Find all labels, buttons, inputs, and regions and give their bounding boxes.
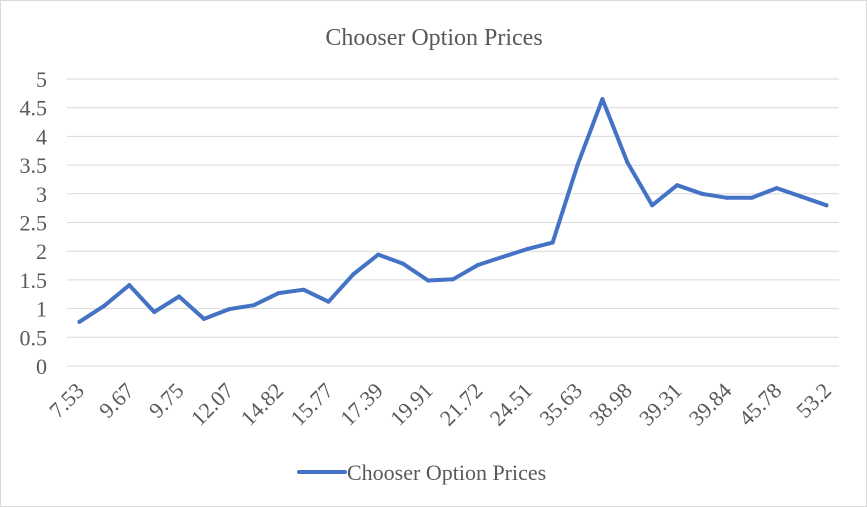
y-tick-label: 1 <box>36 297 47 322</box>
x-tick-label: 9.75 <box>144 378 189 423</box>
data-point <box>177 294 182 299</box>
data-point <box>376 252 381 257</box>
x-axis-tick-labels: 7.53 9.67 9.7512.0714.8215.7717.3919.9121.… <box>44 378 836 431</box>
x-tick-label: 35.63 <box>534 378 587 431</box>
x-tick-label: 15.77 <box>285 378 338 431</box>
data-point <box>102 303 107 308</box>
data-point <box>500 254 505 259</box>
y-tick-label: 4.5 <box>20 96 48 121</box>
y-tick-label: 4 <box>36 124 47 149</box>
data-point <box>675 183 680 188</box>
x-tick-label: 21.72 <box>435 378 488 431</box>
data-point <box>152 310 157 314</box>
y-tick-label: 5 <box>36 67 47 92</box>
x-tick-label: 12.07 <box>186 378 239 431</box>
data-point <box>276 291 281 296</box>
x-tick-label: 39.84 <box>684 378 737 431</box>
data-point <box>774 186 779 191</box>
x-tick-label: 19.91 <box>385 378 438 431</box>
data-point <box>326 299 331 304</box>
data-point <box>301 287 306 292</box>
data-point <box>550 240 555 245</box>
y-tick-label: 2.5 <box>20 211 48 236</box>
chart-title: Chooser Option Prices <box>325 25 542 51</box>
x-tick-label: 39.31 <box>634 378 687 431</box>
y-tick-label: 2 <box>36 239 47 264</box>
x-tick-label: 14.82 <box>236 378 289 431</box>
y-axis-tick-labels: 0 0.5 1 1.5 2 2.5 3 3.5 4 4.5 5 <box>20 67 48 379</box>
data-point <box>475 263 480 267</box>
data-point <box>749 195 754 200</box>
y-tick-label: 0.5 <box>20 325 48 350</box>
data-point <box>251 303 256 308</box>
data-point <box>401 261 406 266</box>
data-point <box>650 203 655 208</box>
legend: Chooser Option Prices <box>297 460 546 485</box>
data-point <box>824 203 829 208</box>
x-tick-label: 24.51 <box>485 378 538 431</box>
data-point <box>575 163 580 168</box>
data-point <box>600 97 605 102</box>
data-point <box>202 316 206 321</box>
gridlines <box>67 78 839 367</box>
legend-label: Chooser Option Prices <box>347 460 546 485</box>
x-tick-label: 53.2 <box>791 378 836 423</box>
data-point <box>226 307 231 312</box>
series-layer <box>77 97 829 324</box>
data-point <box>127 283 132 288</box>
x-tick-label: 45.78 <box>734 378 787 431</box>
data-point <box>525 246 530 251</box>
x-tick-label: 7.53 <box>44 378 89 423</box>
data-point <box>799 194 804 199</box>
y-tick-label: 0 <box>36 354 47 379</box>
data-point <box>426 278 431 283</box>
x-tick-label: 38.98 <box>584 378 637 431</box>
x-tick-label: 17.39 <box>335 378 388 431</box>
x-tick-label: 9.67 <box>94 378 139 423</box>
data-point <box>700 191 704 196</box>
y-tick-label: 1.5 <box>20 268 48 293</box>
data-point <box>351 272 356 277</box>
y-tick-label: 3 <box>36 182 47 207</box>
series-line <box>77 97 829 324</box>
y-tick-label: 3.5 <box>20 153 48 178</box>
data-point <box>77 319 82 324</box>
data-point <box>451 277 455 282</box>
data-point <box>724 195 729 200</box>
data-point <box>625 160 630 165</box>
